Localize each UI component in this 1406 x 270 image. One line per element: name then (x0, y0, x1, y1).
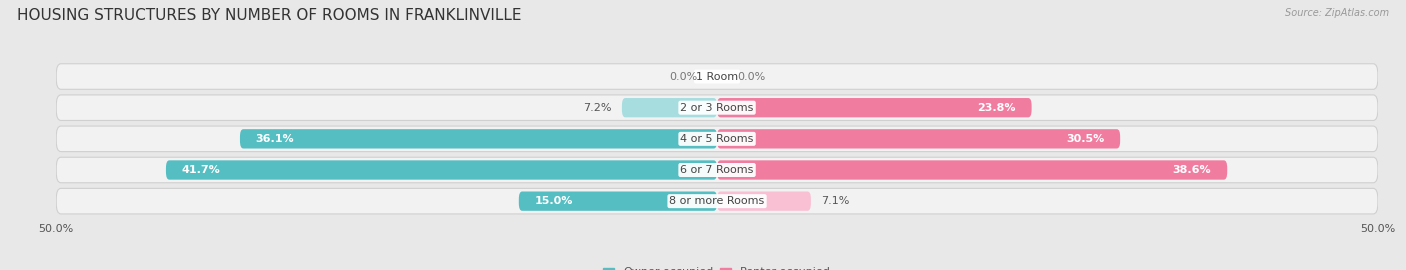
FancyBboxPatch shape (56, 188, 1378, 214)
Text: 0.0%: 0.0% (669, 72, 697, 82)
Text: 4 or 5 Rooms: 4 or 5 Rooms (681, 134, 754, 144)
Text: 2 or 3 Rooms: 2 or 3 Rooms (681, 103, 754, 113)
FancyBboxPatch shape (717, 191, 811, 211)
Text: 8 or more Rooms: 8 or more Rooms (669, 196, 765, 206)
Text: 30.5%: 30.5% (1066, 134, 1104, 144)
Text: Source: ZipAtlas.com: Source: ZipAtlas.com (1285, 8, 1389, 18)
Text: 7.2%: 7.2% (583, 103, 612, 113)
FancyBboxPatch shape (240, 129, 717, 149)
Text: 1 Room: 1 Room (696, 72, 738, 82)
Text: 15.0%: 15.0% (534, 196, 574, 206)
Text: 23.8%: 23.8% (977, 103, 1015, 113)
FancyBboxPatch shape (519, 191, 717, 211)
FancyBboxPatch shape (621, 98, 717, 117)
FancyBboxPatch shape (56, 126, 1378, 152)
Text: 36.1%: 36.1% (256, 134, 294, 144)
FancyBboxPatch shape (717, 129, 1121, 149)
FancyBboxPatch shape (56, 64, 1378, 89)
Text: 41.7%: 41.7% (181, 165, 221, 175)
FancyBboxPatch shape (717, 160, 1227, 180)
FancyBboxPatch shape (717, 98, 1032, 117)
FancyBboxPatch shape (166, 160, 717, 180)
Text: 7.1%: 7.1% (821, 196, 849, 206)
Text: 6 or 7 Rooms: 6 or 7 Rooms (681, 165, 754, 175)
Text: 38.6%: 38.6% (1173, 165, 1212, 175)
Text: HOUSING STRUCTURES BY NUMBER OF ROOMS IN FRANKLINVILLE: HOUSING STRUCTURES BY NUMBER OF ROOMS IN… (17, 8, 522, 23)
Legend: Owner-occupied, Renter-occupied: Owner-occupied, Renter-occupied (603, 267, 831, 270)
FancyBboxPatch shape (56, 157, 1378, 183)
Text: 0.0%: 0.0% (737, 72, 765, 82)
FancyBboxPatch shape (56, 95, 1378, 120)
